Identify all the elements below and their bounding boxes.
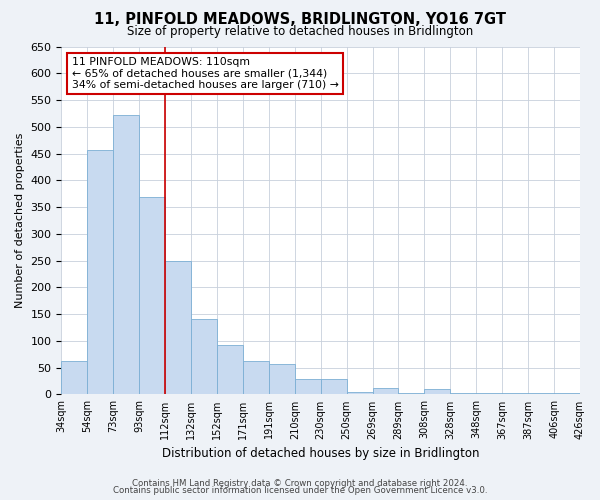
Y-axis label: Number of detached properties: Number of detached properties bbox=[15, 133, 25, 308]
Bar bbox=[191, 319, 217, 394]
Text: 11 PINFOLD MEADOWS: 110sqm
← 65% of detached houses are smaller (1,344)
34% of s: 11 PINFOLD MEADOWS: 110sqm ← 65% of deta… bbox=[72, 57, 338, 90]
Bar bbox=[373, 388, 398, 394]
Bar bbox=[88, 150, 113, 394]
Bar bbox=[243, 361, 269, 394]
Bar bbox=[139, 198, 165, 394]
Bar bbox=[424, 389, 451, 394]
Bar bbox=[165, 260, 191, 394]
Bar bbox=[476, 393, 502, 394]
Bar bbox=[295, 380, 321, 394]
Bar bbox=[217, 344, 243, 395]
Text: Contains HM Land Registry data © Crown copyright and database right 2024.: Contains HM Land Registry data © Crown c… bbox=[132, 478, 468, 488]
Bar bbox=[347, 392, 373, 394]
Bar bbox=[113, 115, 139, 394]
X-axis label: Distribution of detached houses by size in Bridlington: Distribution of detached houses by size … bbox=[162, 447, 479, 460]
Bar bbox=[321, 380, 347, 394]
Bar bbox=[61, 361, 88, 394]
Text: Contains public sector information licensed under the Open Government Licence v3: Contains public sector information licen… bbox=[113, 486, 487, 495]
Text: 11, PINFOLD MEADOWS, BRIDLINGTON, YO16 7GT: 11, PINFOLD MEADOWS, BRIDLINGTON, YO16 7… bbox=[94, 12, 506, 28]
Text: Size of property relative to detached houses in Bridlington: Size of property relative to detached ho… bbox=[127, 25, 473, 38]
Bar bbox=[398, 393, 424, 394]
Bar bbox=[269, 364, 295, 394]
